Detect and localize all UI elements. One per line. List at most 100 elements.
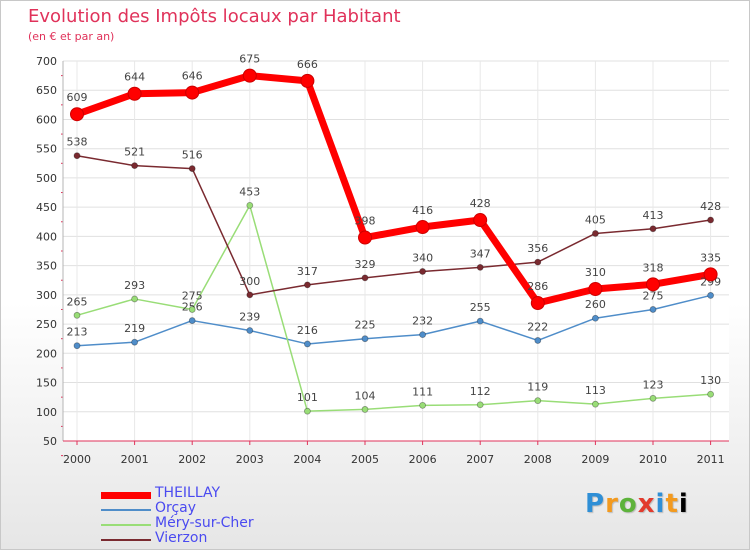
y-tick-label: 600: [36, 113, 57, 126]
data-label: 428: [470, 197, 491, 210]
data-point: [476, 317, 484, 325]
data-label: 318: [643, 261, 664, 274]
data-label: 275: [182, 289, 203, 302]
data-label: 213: [67, 326, 88, 339]
data-point: [188, 306, 196, 313]
x-tick-label: 2008: [524, 453, 552, 466]
y-tick-label: 350: [36, 260, 57, 273]
data-point: [131, 338, 139, 346]
data-label: 317: [297, 265, 318, 278]
data-point: [185, 85, 200, 100]
data-label: 286: [527, 280, 548, 293]
data-point: [646, 277, 660, 292]
data-point: [649, 225, 657, 233]
data-point: [361, 274, 369, 282]
y-tick-label: 450: [36, 201, 57, 214]
y-tick-label: 700: [36, 55, 57, 68]
x-tick-label: 2010: [639, 453, 667, 466]
data-label: 112: [470, 385, 491, 398]
data-label: 340: [412, 251, 433, 264]
y-tick-label: 100: [36, 406, 57, 419]
series-line-theillay: [73, 72, 715, 307]
data-point: [188, 165, 196, 172]
y-tick-label: 50: [43, 435, 57, 448]
data-label: 521: [124, 146, 145, 159]
y-tick-label: 550: [36, 143, 57, 156]
data-label: 356: [527, 242, 548, 255]
data-label: 101: [297, 391, 318, 404]
data-point: [303, 340, 311, 348]
data-label: 293: [124, 279, 145, 292]
data-label: 416: [412, 204, 433, 217]
data-point: [358, 230, 372, 245]
y-tick-label: 250: [36, 318, 57, 331]
data-label: 123: [643, 378, 664, 391]
data-point: [242, 68, 257, 83]
plot-area: [63, 61, 729, 441]
data-label: 130: [700, 374, 721, 387]
series-line-m-ry-sur-cher: [76, 204, 712, 412]
x-tick-label: 2001: [121, 453, 149, 466]
data-label: 113: [585, 384, 606, 397]
data-label: 538: [67, 136, 88, 149]
data-point: [361, 335, 369, 343]
data-point: [419, 268, 427, 275]
data-point: [534, 337, 542, 344]
data-point: [476, 401, 484, 409]
x-tick-label: 2003: [236, 453, 264, 466]
data-label: 516: [182, 149, 203, 162]
data-point: [649, 306, 657, 313]
data-point: [131, 295, 139, 303]
data-label: 104: [355, 389, 376, 402]
legend-swatch: [101, 524, 151, 526]
data-point: [188, 317, 196, 324]
data-point: [534, 258, 542, 266]
data-label: 260: [585, 298, 606, 311]
data-point: [73, 342, 81, 350]
y-tick-label: 300: [36, 289, 57, 302]
data-label: 265: [67, 295, 88, 308]
legend-swatch: [101, 509, 151, 511]
data-label: 666: [297, 58, 318, 71]
data-point: [473, 213, 488, 228]
x-tick-label: 2011: [697, 453, 725, 466]
legend-label: THEILLAY: [155, 485, 221, 501]
data-label: 275: [643, 289, 664, 302]
y-tick-label: 400: [36, 230, 57, 243]
data-label: 675: [239, 53, 260, 66]
data-point: [592, 400, 599, 408]
data-point: [419, 331, 427, 339]
data-label: 222: [527, 320, 548, 333]
data-point: [73, 152, 81, 160]
data-label: 225: [355, 319, 376, 332]
data-point: [303, 281, 311, 289]
data-point: [530, 296, 545, 311]
data-point: [476, 263, 484, 271]
y-tick-label: 500: [36, 172, 57, 185]
legend-swatch: [101, 491, 151, 499]
data-point: [361, 406, 369, 413]
data-label: 232: [412, 315, 433, 328]
legend-label: Méry-sur-Cher: [155, 515, 254, 531]
data-point: [246, 201, 254, 209]
proxiti-logo: Proxiti: [585, 489, 689, 519]
y-tick-label: 650: [36, 84, 57, 97]
data-point: [300, 73, 315, 88]
data-point: [415, 220, 430, 235]
legend-swatch: [101, 539, 151, 541]
data-label: 347: [470, 247, 491, 260]
data-label: 413: [643, 209, 664, 222]
data-label: 329: [355, 258, 376, 271]
data-label: 300: [239, 275, 260, 288]
x-tick-label: 2006: [409, 453, 437, 466]
series-line-vierzon: [76, 154, 712, 296]
data-point: [707, 216, 714, 224]
chart-subtitle: (en € et par an): [28, 30, 115, 43]
data-point: [303, 407, 311, 415]
data-point: [649, 394, 657, 402]
series-line-or-ay: [76, 294, 712, 347]
data-point: [707, 292, 714, 299]
x-tick-label: 2005: [351, 453, 379, 466]
data-label: 111: [412, 385, 433, 398]
